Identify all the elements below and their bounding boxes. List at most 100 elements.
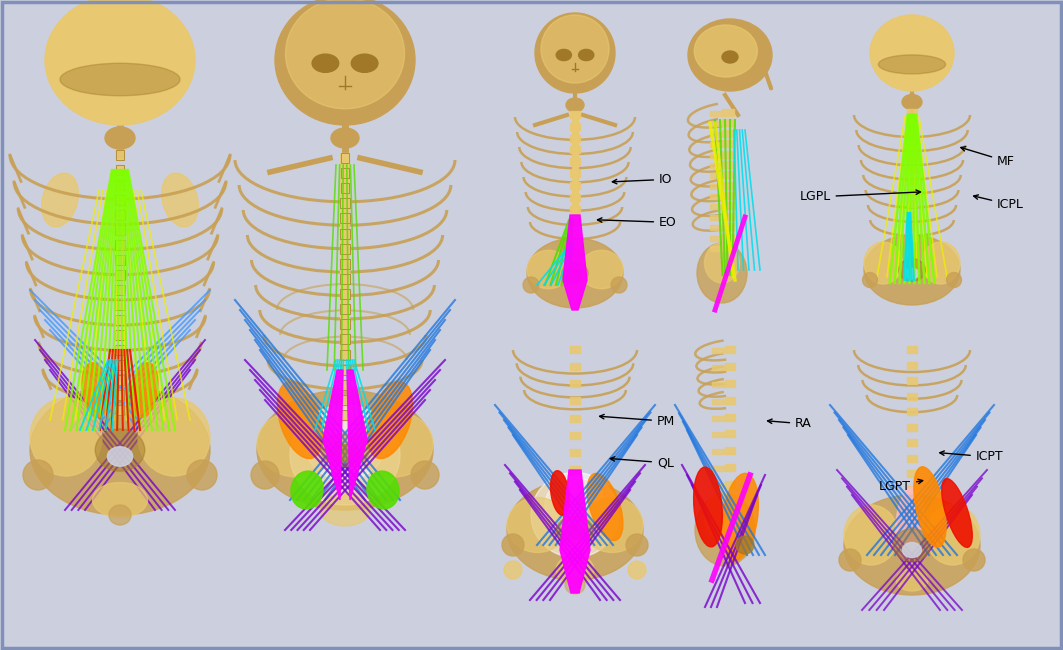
Bar [722,172,733,178]
Ellipse shape [694,25,757,77]
Ellipse shape [138,398,210,476]
Ellipse shape [96,429,145,471]
Bar [710,246,722,251]
Bar [570,111,580,118]
Bar [570,241,580,248]
Bar [725,363,735,370]
Ellipse shape [257,390,433,510]
Bar [116,360,124,370]
Bar [907,471,917,478]
Bar [341,153,349,163]
Bar [722,244,733,251]
Ellipse shape [695,494,755,566]
Bar [340,183,350,193]
Text: PM: PM [600,415,675,428]
Polygon shape [347,370,367,500]
Bar [907,346,917,353]
Ellipse shape [736,536,754,554]
Bar [722,213,733,220]
Ellipse shape [368,382,412,458]
Bar [340,304,350,314]
Bar [907,439,917,447]
Bar [339,274,351,284]
Ellipse shape [688,19,772,91]
Bar [712,483,724,488]
Bar [570,229,580,236]
Ellipse shape [839,549,861,571]
Bar [115,330,124,340]
Bar [340,198,350,209]
Bar [340,350,350,359]
Ellipse shape [523,277,539,293]
Bar [712,449,724,454]
Polygon shape [560,470,590,593]
Bar [340,198,350,209]
Ellipse shape [527,238,623,308]
Bar [116,165,124,175]
Ellipse shape [566,576,585,594]
Ellipse shape [870,15,954,91]
Bar [710,184,722,188]
Ellipse shape [722,473,758,561]
Bar [115,225,124,235]
Ellipse shape [275,0,415,125]
Bar [712,382,724,387]
Ellipse shape [545,478,605,532]
Bar [570,182,580,189]
Bar [340,244,350,254]
Ellipse shape [162,173,199,227]
Ellipse shape [581,497,643,552]
Bar [907,200,917,207]
Bar [115,285,125,295]
Bar [712,365,724,370]
Text: IO: IO [612,173,673,186]
Bar [725,447,735,454]
Bar [116,165,124,175]
Bar [712,415,724,421]
Ellipse shape [45,0,195,125]
Text: QL: QL [610,456,674,469]
Ellipse shape [321,434,369,467]
Bar [722,151,733,157]
Bar [570,397,580,404]
Text: LGPL: LGPL [799,190,921,203]
Ellipse shape [556,555,594,585]
Bar [340,259,350,269]
Bar [710,163,722,168]
Bar [116,195,124,205]
Bar [115,255,125,265]
Ellipse shape [507,480,643,580]
Ellipse shape [578,49,594,60]
Ellipse shape [562,263,588,283]
Bar [341,168,349,178]
Bar [570,432,580,439]
Bar [725,413,735,421]
Bar [340,365,350,374]
Ellipse shape [628,561,646,579]
Bar [339,289,351,299]
Bar [907,166,917,173]
Bar [115,300,125,310]
Ellipse shape [291,471,323,509]
Bar [116,180,124,190]
Ellipse shape [844,505,898,565]
Bar [116,150,124,160]
Ellipse shape [946,272,962,287]
Bar [340,213,350,224]
Bar [907,223,917,229]
Bar [712,432,724,437]
Ellipse shape [902,94,922,109]
Ellipse shape [92,482,148,517]
Polygon shape [323,370,343,500]
Bar [570,158,580,165]
Bar [340,319,350,330]
Ellipse shape [187,460,217,490]
Bar [907,109,917,116]
Ellipse shape [367,471,399,509]
Bar [710,142,722,147]
Bar [570,135,580,142]
Bar [710,235,722,240]
Bar [722,182,733,188]
Bar [907,408,917,415]
Bar [115,240,125,250]
